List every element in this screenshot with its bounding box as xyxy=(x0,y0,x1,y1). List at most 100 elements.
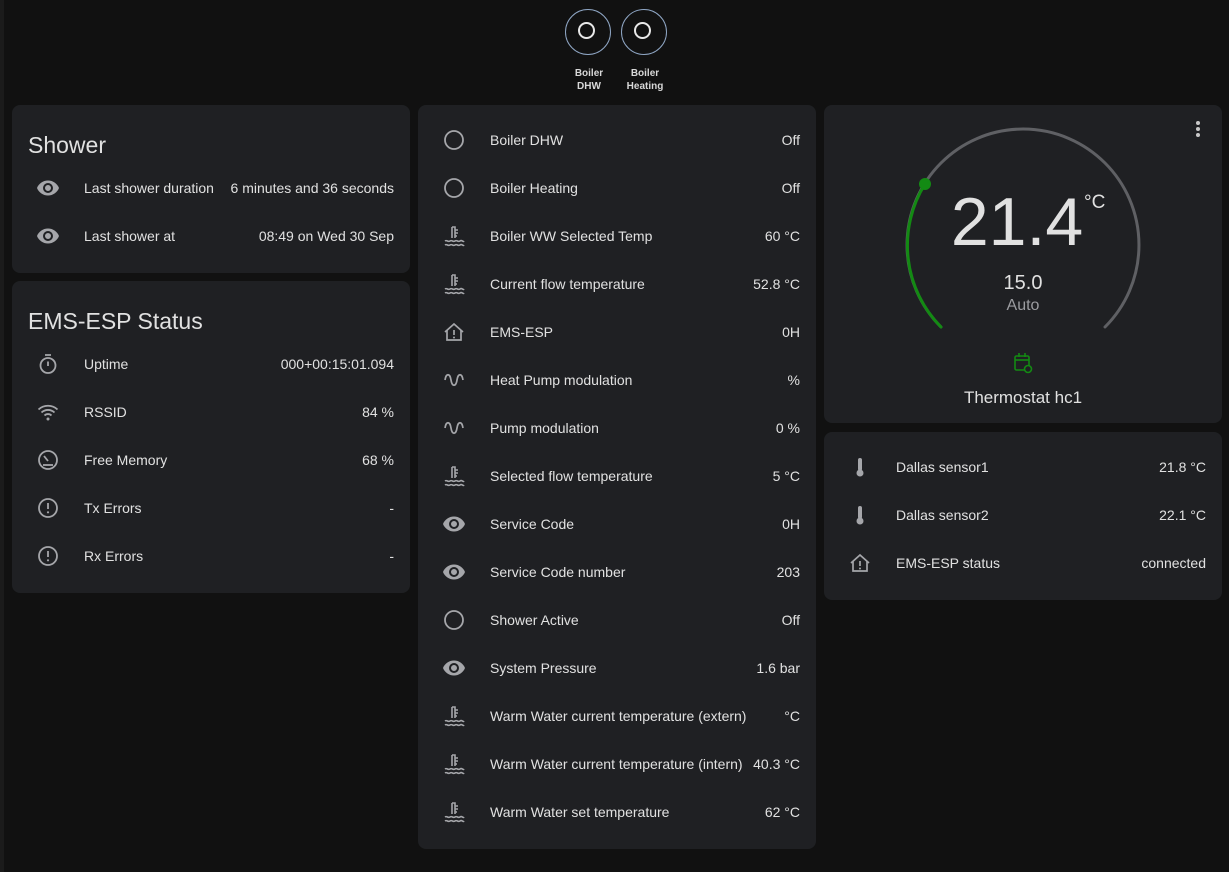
row-icon xyxy=(37,180,59,196)
row-name[interactable]: Last shower at xyxy=(84,228,176,244)
row-value: 68 % xyxy=(362,452,394,468)
row-icon xyxy=(444,802,465,823)
row-name[interactable]: Last shower duration xyxy=(84,180,214,196)
icon-part xyxy=(444,706,465,727)
row-name[interactable]: Boiler DHW xyxy=(490,132,564,148)
row-name[interactable]: Uptime xyxy=(84,356,129,372)
icon-part xyxy=(455,805,458,813)
row-value: connected xyxy=(1141,555,1206,571)
icon-part xyxy=(444,226,465,247)
icon-part xyxy=(856,517,864,525)
row-icon xyxy=(443,564,465,580)
row-name[interactable]: Dallas sensor2 xyxy=(896,507,989,523)
icon-part xyxy=(38,498,58,518)
icon-part xyxy=(856,458,864,477)
icon-part xyxy=(452,466,456,478)
row-name[interactable]: EMS-ESP status xyxy=(896,555,1001,571)
row-name[interactable]: Service Code xyxy=(490,516,575,532)
row-value: Off xyxy=(781,132,800,148)
icon-part xyxy=(43,455,49,462)
row-icon xyxy=(443,660,465,676)
icon-part xyxy=(452,274,456,286)
icon-part xyxy=(444,373,464,387)
row-icon xyxy=(856,458,864,477)
row-icon xyxy=(444,466,465,487)
icon-part xyxy=(453,336,455,339)
row-name[interactable]: Selected flow temperature xyxy=(490,468,653,484)
row-value: 0 % xyxy=(775,420,800,436)
row-icon xyxy=(856,506,864,525)
ems-status-card xyxy=(12,281,410,593)
icon-part xyxy=(443,516,465,532)
icon-part xyxy=(444,483,465,487)
icon-part xyxy=(38,546,58,566)
row-value: % xyxy=(787,372,800,388)
icon-part xyxy=(858,458,862,471)
icon-part xyxy=(444,754,465,775)
row-value: 52.8 °C xyxy=(753,276,800,292)
icon-part xyxy=(43,413,53,417)
icon-part xyxy=(850,553,870,564)
row-name[interactable]: Rx Errors xyxy=(84,548,144,564)
icon-part xyxy=(455,469,458,477)
row-name[interactable]: System Pressure xyxy=(490,660,597,676)
icon-part xyxy=(444,322,464,333)
icon-part xyxy=(38,450,58,470)
row-icon xyxy=(444,274,465,295)
row-name[interactable]: Current flow temperature xyxy=(490,276,645,292)
icon-part xyxy=(444,719,465,723)
row-icon xyxy=(444,421,464,435)
row-name[interactable]: Boiler WW Selected Temp xyxy=(490,228,653,244)
row-value: 6 minutes and 36 seconds xyxy=(230,180,394,196)
row-name[interactable]: Warm Water set temperature xyxy=(490,804,670,820)
row-name[interactable]: Service Code number xyxy=(490,564,626,580)
icon-part xyxy=(444,287,465,291)
row-value: 203 xyxy=(776,564,800,580)
row-name[interactable]: Heat Pump modulation xyxy=(490,372,633,388)
row-value: 60 °C xyxy=(764,228,800,244)
row-icon xyxy=(444,754,465,775)
row-icon xyxy=(444,178,464,198)
row-name[interactable]: Pump modulation xyxy=(490,420,599,436)
row-name[interactable]: Free Memory xyxy=(84,452,168,468)
icon-part xyxy=(444,466,465,487)
row-value: - xyxy=(389,500,394,516)
icon-part xyxy=(444,322,464,341)
row-icon xyxy=(38,498,58,518)
row-value: Off xyxy=(781,180,800,196)
icon-part xyxy=(444,819,465,823)
icon-part xyxy=(39,357,57,374)
row-icon xyxy=(444,322,464,341)
icon-part xyxy=(444,723,465,727)
icon-part xyxy=(443,660,465,676)
row-value: 84 % xyxy=(362,404,394,420)
row-value: 0H xyxy=(782,324,800,340)
row-value: 62 °C xyxy=(764,804,800,820)
row-name[interactable]: Warm Water current temperature (intern) xyxy=(490,756,743,772)
row-value: 000+00:15:01.094 xyxy=(280,356,394,372)
row-icon xyxy=(39,354,57,374)
icon-part xyxy=(38,498,58,518)
row-value: °C xyxy=(784,708,800,724)
thermostat-name: Thermostat hc1 xyxy=(963,388,1083,407)
row-icon xyxy=(443,516,465,532)
row-name[interactable]: Tx Errors xyxy=(84,500,142,516)
header-button-label: Boiler Heating xyxy=(626,68,664,92)
icon-part xyxy=(446,330,462,341)
header-button[interactable] xyxy=(565,9,611,55)
icon-part xyxy=(856,469,864,477)
icon-part xyxy=(444,291,465,295)
row-name[interactable]: Dallas sensor1 xyxy=(896,459,989,475)
row-value: 40.3 °C xyxy=(753,756,800,772)
icon-part xyxy=(46,417,50,421)
icon-part xyxy=(46,559,50,562)
icon-part xyxy=(858,506,862,519)
row-name[interactable]: Boiler Heating xyxy=(490,180,578,196)
row-name[interactable]: RSSID xyxy=(84,404,127,420)
row-name[interactable]: EMS-ESP xyxy=(490,324,554,340)
header-button[interactable] xyxy=(621,9,667,55)
row-name[interactable]: Shower Active xyxy=(490,612,579,628)
row-name[interactable]: Warm Water current temperature (extern) xyxy=(490,708,747,724)
shower-card xyxy=(12,105,410,273)
row-icon xyxy=(444,130,464,150)
